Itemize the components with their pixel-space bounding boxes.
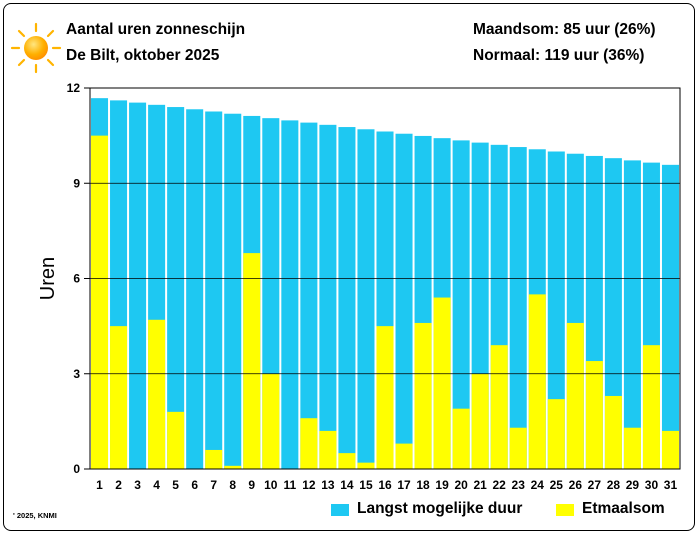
x-tick-label-18: 18 [416,478,430,492]
x-tick-label-21: 21 [473,478,487,492]
x-tick-label-27: 27 [588,478,602,492]
plot-border [89,87,681,470]
chart-title: Aantal uren zonneschijn [66,21,246,38]
legend-label-possible: Langst mogelijke duur [357,500,523,517]
x-tick-label-30: 30 [645,478,659,492]
bar-actual-day-8 [224,465,242,469]
bar-possible-day-29 [623,160,641,469]
x-tick-label-9: 9 [248,478,255,492]
bar-actual-day-31 [661,430,679,469]
bar-actual-day-20 [452,408,470,469]
bar-actual-day-24 [528,294,546,469]
x-tick-label-22: 22 [493,478,507,492]
bar-actual-day-30 [642,345,660,469]
y-tick-label-9: 9 [73,176,80,190]
bar-possible-day-14 [338,127,356,470]
bar-possible-day-23 [509,147,527,469]
bar-possible-day-17 [395,133,413,469]
legend-swatch-possible [331,504,349,516]
sun-icon [10,22,62,74]
bar-actual-day-2 [110,326,128,469]
bar-actual-day-19 [433,297,451,469]
x-tick-label-15: 15 [359,478,373,492]
bar-actual-day-26 [566,322,584,469]
copyright-note: ' 2025, KNMI [13,511,57,520]
x-tick-label-11: 11 [283,478,296,492]
chart-subtitle: De Bilt, oktober 2025 [66,47,220,64]
bar-possible-day-12 [300,122,318,470]
bar-actual-day-29 [623,427,641,469]
x-tick-label-12: 12 [302,478,316,492]
y-tick-label-6: 6 [73,272,80,286]
bar-actual-day-14 [338,453,356,469]
x-tick-label-10: 10 [264,478,278,492]
bar-possible-day-15 [357,129,375,469]
x-tick-label-4: 4 [153,478,160,492]
x-tick-label-14: 14 [340,478,354,492]
x-tick-label-16: 16 [378,478,392,492]
x-tick-label-3: 3 [134,478,141,492]
bar-actual-day-5 [167,411,185,469]
bar-possible-day-6 [186,109,204,470]
bar-actual-day-23 [509,427,527,469]
bar-possible-day-7 [205,111,223,470]
y-axis-label: Uren [37,257,59,300]
bar-possible-day-11 [281,120,299,469]
legend-label-actual: Etmaalsom [582,500,665,517]
y-tick-label-0: 0 [73,462,80,476]
bar-actual-day-18 [414,322,432,469]
x-tick-label-20: 20 [454,478,468,492]
bar-actual-day-25 [547,399,565,469]
bar-possible-day-20 [452,140,470,469]
x-tick-label-19: 19 [435,478,449,492]
bar-actual-day-15 [357,462,375,469]
bar-possible-day-25 [547,151,565,469]
bar-actual-day-4 [148,319,166,469]
month-sum-label: Maandsom: 85 uur (26%) [473,21,656,38]
bar-possible-day-28 [604,158,622,470]
bar-possible-day-13 [319,124,337,469]
x-tick-label-8: 8 [229,478,236,492]
normal-label: Normaal: 119 uur (36%) [473,47,645,64]
bar-actual-day-12 [300,418,318,469]
x-tick-label-23: 23 [512,478,526,492]
x-tick-label-31: 31 [664,478,678,492]
bar-actual-day-13 [319,430,337,469]
bar-actual-day-17 [395,443,413,469]
x-tick-label-6: 6 [191,478,198,492]
x-tick-label-1: 1 [96,478,103,492]
bar-possible-day-3 [129,102,147,469]
bar-actual-day-9 [243,253,261,469]
bar-actual-day-27 [585,361,603,469]
bar-actual-day-1 [91,135,109,469]
x-tick-label-13: 13 [321,478,335,492]
bar-actual-day-10 [262,373,280,469]
x-tick-label-25: 25 [550,478,564,492]
x-tick-label-17: 17 [397,478,411,492]
legend-swatch-actual [556,504,574,516]
x-tick-label-28: 28 [607,478,621,492]
bar-actual-day-7 [205,449,223,469]
x-tick-label-24: 24 [531,478,545,492]
bar-possible-day-5 [167,107,185,470]
x-tick-label-2: 2 [115,478,122,492]
x-tick-label-29: 29 [626,478,640,492]
bar-possible-day-8 [224,113,242,469]
x-tick-label-26: 26 [569,478,583,492]
bar-actual-day-28 [604,395,622,469]
chart-frame [3,3,695,531]
y-tick-label-3: 3 [73,367,80,381]
bar-actual-day-22 [490,345,508,469]
y-tick-label-12: 12 [67,81,81,95]
x-tick-label-7: 7 [210,478,217,492]
x-tick-label-5: 5 [172,478,179,492]
bar-possible-day-31 [661,164,679,469]
bar-actual-day-21 [471,373,489,469]
bar-actual-day-16 [376,326,394,469]
